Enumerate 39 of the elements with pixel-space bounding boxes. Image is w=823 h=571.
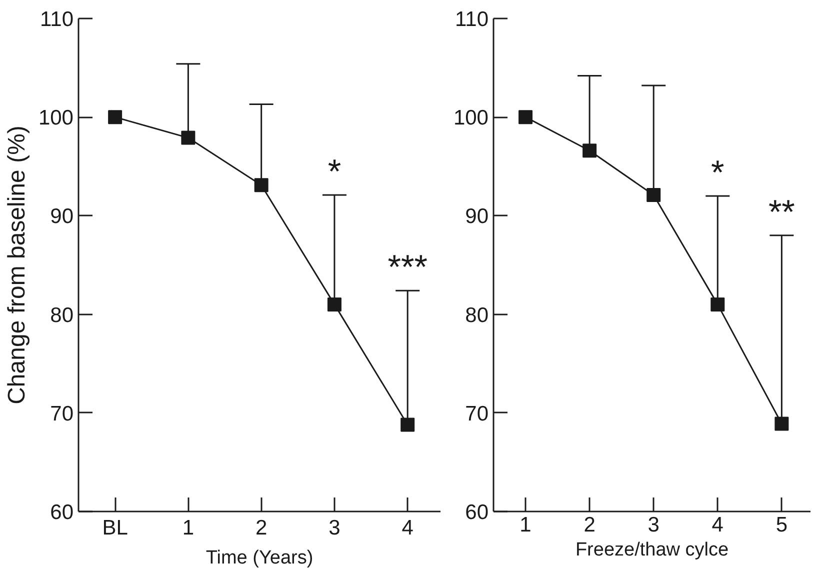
y-tick-label: 90 [50,205,74,228]
x-tick-label: 4 [402,516,414,540]
annotation: * [328,152,342,191]
y-tick-label: 80 [50,304,74,327]
x-tick-label: 4 [712,514,724,536]
x-tick-label: 2 [584,514,596,536]
point [108,110,122,124]
point [254,178,268,192]
point [518,110,533,124]
x-tick-label: 3 [328,516,340,540]
point [327,297,342,312]
annotation: ** [768,193,795,232]
x-tick-label: 5 [776,514,788,536]
x-tick-label: 1 [182,516,194,540]
y-tick-label: 100 [38,106,74,130]
y-tick-label: 90 [465,205,488,228]
point [400,418,415,432]
x-axis-title: Freeze/thaw cylce [575,540,729,560]
y-tick-label: 70 [50,402,74,426]
annotation: *** [388,248,428,287]
annotation: * [711,154,724,192]
y-tick-label: 110 [455,8,489,31]
point [646,188,661,202]
y-tick-label: 100 [453,106,489,130]
x-tick-label: 2 [255,516,268,540]
x-tick-label: 1 [520,514,532,536]
point [582,144,597,158]
y-axis-title: Change from baseline (%) [3,126,30,404]
x-tick-label: 3 [648,514,660,536]
x-tick-label: BL [102,516,128,540]
point [774,416,789,431]
y-tick-label: 80 [465,304,488,327]
y-tick-label: 70 [465,402,488,426]
y-tick-label: 60 [465,501,488,524]
point [710,297,725,312]
point [181,130,196,145]
y-tick-label: 110 [40,8,74,31]
x-axis-title: Time (Years) [206,548,314,568]
y-tick-label: 60 [50,501,74,524]
